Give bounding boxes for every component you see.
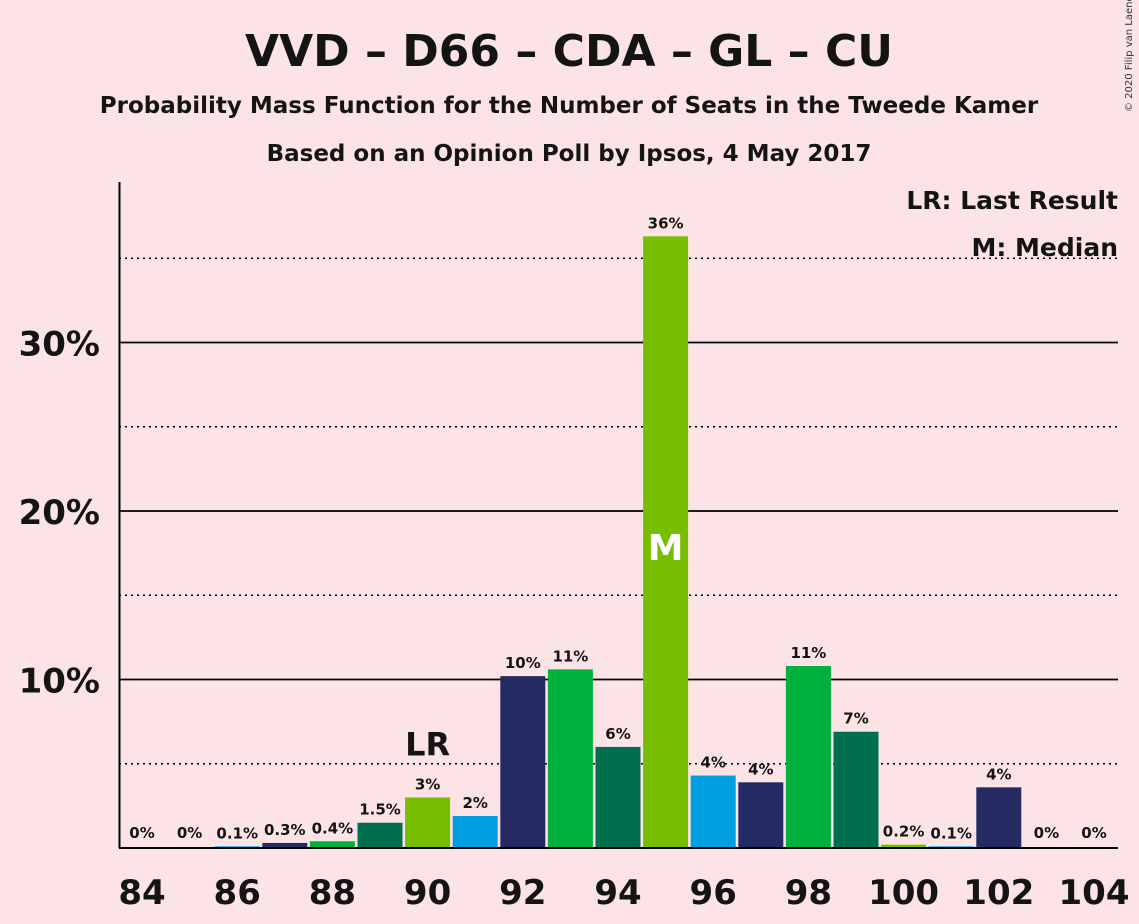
bar-value-label: 10%	[505, 654, 541, 672]
y-axis-tick-labels: 10% 20% 30%	[19, 325, 100, 702]
bar-value-label: 0.1%	[216, 824, 258, 842]
bar-value-label: 0.4%	[312, 819, 354, 837]
bar	[452, 815, 498, 848]
copyright-notice: © 2020 Filip van Laenen	[1124, 0, 1135, 112]
legend-last-result: LR: Last Result	[906, 186, 1118, 215]
median-marker: M	[648, 528, 684, 569]
bar-value-label: 4%	[700, 754, 725, 772]
bar	[738, 782, 784, 848]
x-tick-label: 84	[118, 873, 165, 913]
x-tick-label: 88	[309, 873, 356, 913]
bars	[214, 236, 1022, 849]
bar-value-label: 0%	[1081, 824, 1106, 842]
bar-value-label: 11%	[790, 644, 826, 662]
bar-value-label: 0.1%	[930, 824, 972, 842]
y-tick-label: 20%	[19, 493, 100, 533]
x-axis-tick-labels: 84 86 88 90 92 94 96 98 100 102 104	[118, 873, 1129, 913]
bar-value-label: 7%	[843, 710, 868, 728]
bar-value-label: 0.2%	[883, 823, 925, 841]
bar	[976, 787, 1022, 848]
bar-value-label: 0%	[129, 824, 154, 842]
bar	[595, 746, 641, 848]
x-tick-label: 100	[868, 873, 939, 913]
bar	[785, 666, 831, 848]
bar-value-label: 0%	[1034, 824, 1059, 842]
bar	[643, 236, 689, 849]
chart-title: VVD – D66 – CDA – GL – CU	[245, 26, 893, 77]
bar-value-label: 2%	[462, 794, 487, 812]
chart-subtitle: Probability Mass Function for the Number…	[100, 93, 1039, 119]
x-tick-label: 104	[1059, 873, 1130, 913]
bar-value-label: 6%	[605, 725, 630, 743]
bar	[690, 775, 736, 848]
x-tick-label: 86	[214, 873, 261, 913]
y-tick-label: 10%	[19, 662, 100, 702]
bar	[500, 676, 546, 848]
bar	[262, 842, 308, 848]
x-tick-label: 96	[690, 873, 737, 913]
bar-value-label: 4%	[748, 760, 773, 778]
y-tick-label: 30%	[19, 325, 100, 365]
x-tick-label: 98	[785, 873, 832, 913]
grid-lines	[119, 257, 1118, 765]
bar	[357, 822, 403, 848]
bar-value-label: 11%	[552, 647, 588, 665]
bar-value-label: 0%	[177, 824, 202, 842]
x-tick-label: 94	[594, 873, 641, 913]
x-tick-label: 102	[963, 873, 1034, 913]
bar	[833, 731, 879, 848]
chart-subtitle-source: Based on an Opinion Poll by Ipsos, 4 May…	[267, 141, 872, 167]
last-result-marker: LR	[405, 725, 450, 763]
bar-value-label: 3%	[415, 775, 440, 793]
legend-median: M: Median	[971, 233, 1118, 262]
x-tick-label: 90	[404, 873, 451, 913]
bar	[547, 669, 593, 848]
bar-value-labels: 0% 0% 0.1% 0.3% 0.4% 1.5% 3% 2% 10% 11% 6% 36% 4% 4% 1…	[129, 214, 1106, 842]
bar	[881, 844, 927, 848]
x-tick-label: 92	[499, 873, 546, 913]
bar-value-label: 36%	[648, 214, 684, 232]
bar	[405, 797, 451, 848]
bar-value-label: 4%	[986, 765, 1011, 783]
bar-value-label: 1.5%	[359, 801, 401, 819]
bar-value-label: 0.3%	[264, 821, 306, 839]
bar	[309, 841, 355, 848]
